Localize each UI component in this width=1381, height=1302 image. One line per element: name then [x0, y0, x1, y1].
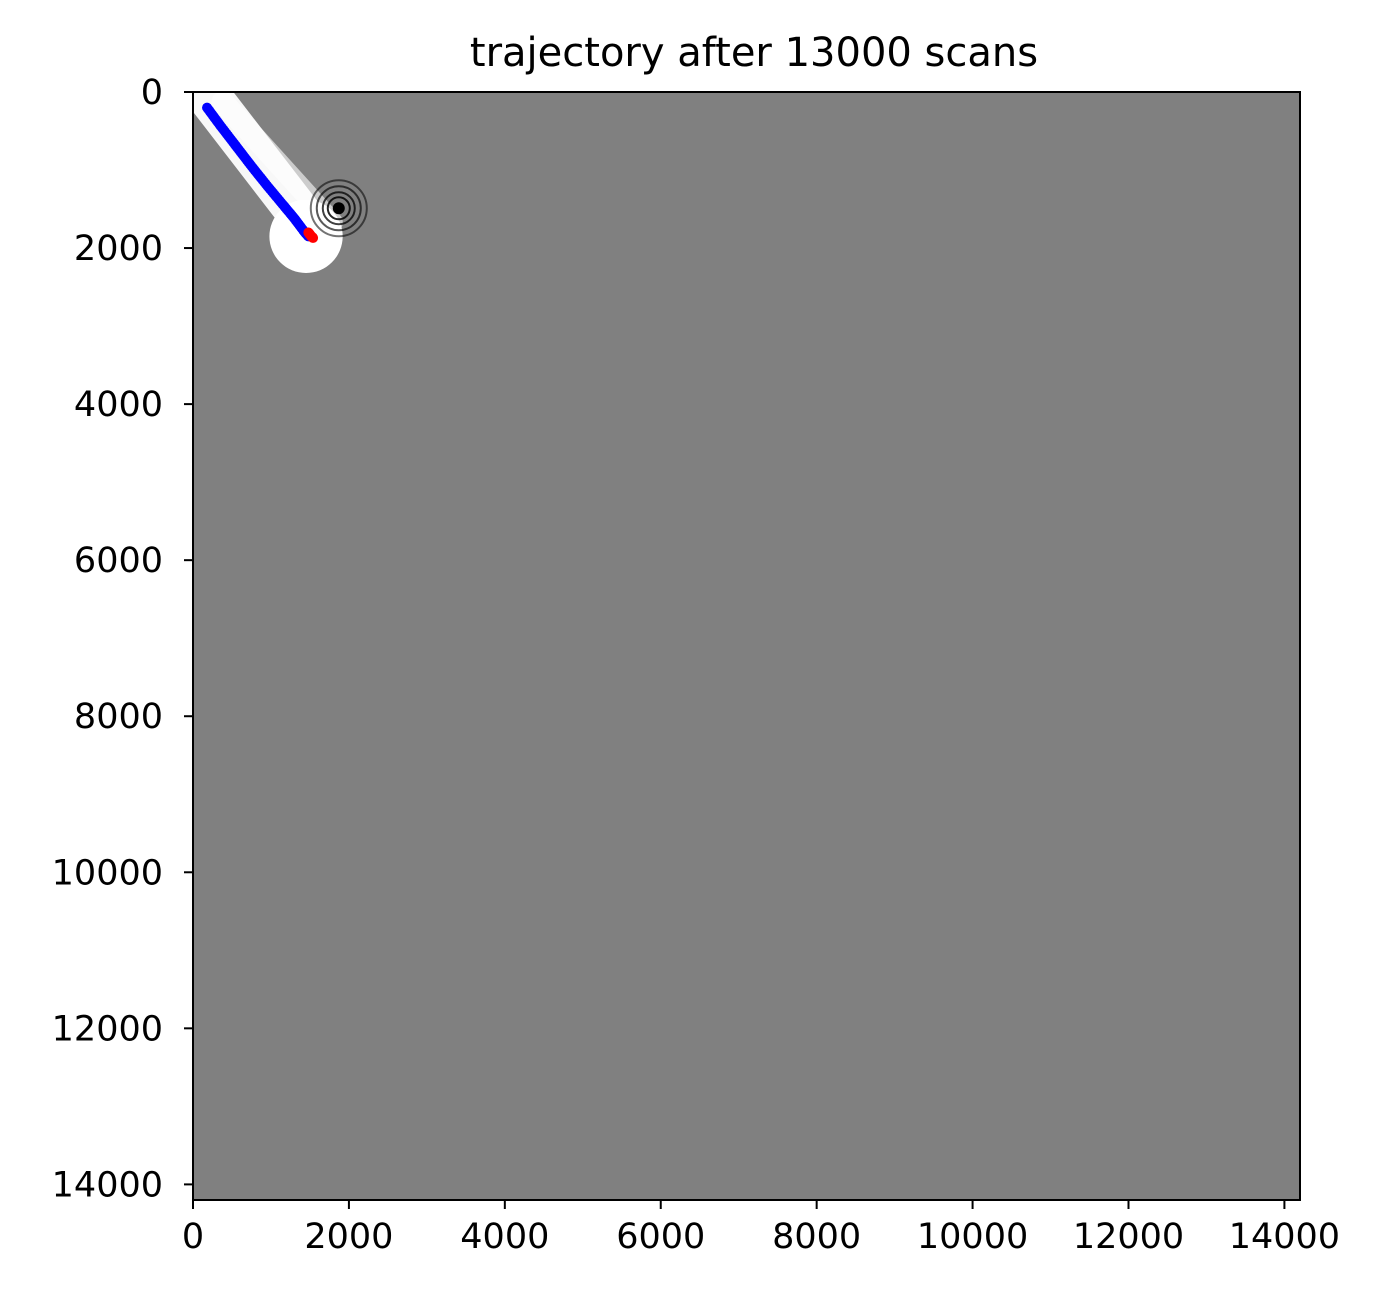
- trajectory-series: [202, 102, 319, 243]
- obstacle-ring: [309, 179, 368, 238]
- x-tick-label: 0: [182, 1217, 204, 1257]
- obstacle-core: [332, 202, 345, 215]
- y-tick-label: 4000: [74, 385, 163, 425]
- plot-frame: [192, 91, 1301, 1201]
- trajectory-point: [308, 232, 319, 243]
- y-tick-label: 12000: [52, 1009, 163, 1049]
- x-tick-label: 14000: [1229, 1217, 1340, 1257]
- x-tick-label: 10000: [917, 1217, 1028, 1257]
- x-tick-label: 8000: [772, 1217, 861, 1257]
- x-tick-label: 6000: [616, 1217, 705, 1257]
- obstacle-ring: [321, 191, 356, 226]
- x-tick-label: 12000: [1073, 1217, 1184, 1257]
- y-axis: 0 2000 4000 6000 8000 10000 12000 14000: [52, 73, 193, 1205]
- y-tick-label: 10000: [52, 853, 163, 893]
- obstacle-ring: [315, 185, 362, 232]
- y-tick-label: 2000: [74, 229, 163, 269]
- y-tick-label: 8000: [74, 697, 163, 737]
- map-background: [193, 92, 1300, 1200]
- x-axis: 0 2000 4000 6000 8000 10000 12000 14000: [182, 1200, 1340, 1257]
- x-tick-label: 2000: [304, 1217, 393, 1257]
- y-tick-label: 6000: [74, 541, 163, 581]
- x-tick-label: 4000: [460, 1217, 549, 1257]
- y-tick-label: 0: [141, 73, 163, 113]
- chart-title: trajectory after 13000 scans: [470, 30, 1038, 76]
- obstacle-ring: [326, 196, 351, 221]
- y-tick-label: 14000: [52, 1165, 163, 1205]
